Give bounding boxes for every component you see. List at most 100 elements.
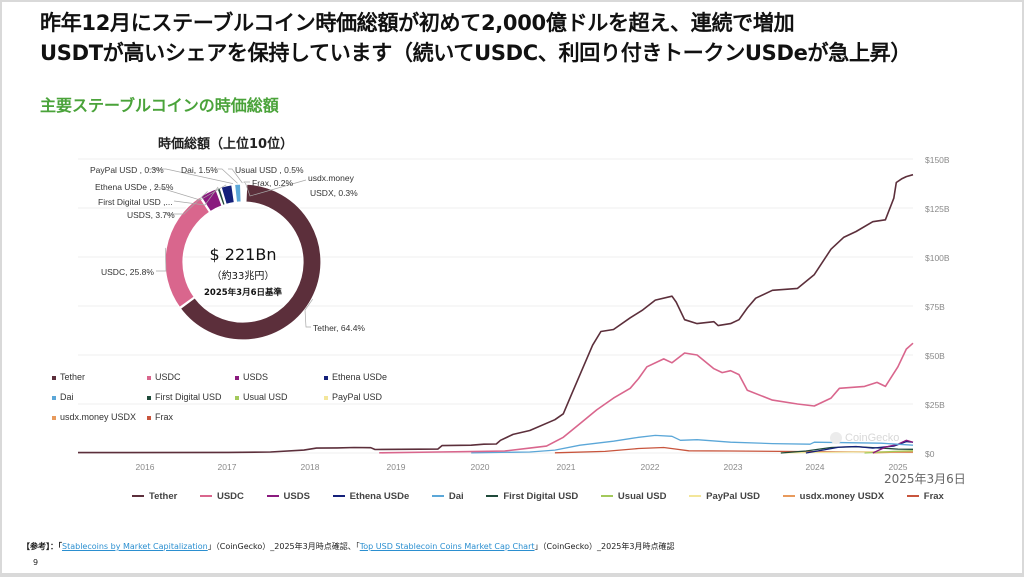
legend-line-swatch: [266, 495, 279, 498]
legend-label: usdx.money USDX: [799, 491, 885, 502]
donut-legend-item: Ethena USDe: [324, 372, 387, 382]
leader-line: [156, 247, 167, 272]
line-legend-item[interactable]: Ethena USDe: [332, 491, 410, 502]
legend-swatch: [52, 415, 56, 420]
line-legend-item[interactable]: USDC: [199, 491, 244, 502]
x-tick-label: 2016: [135, 462, 155, 472]
donut-legend-item: Usual USD: [235, 392, 288, 402]
x-tick-label: 2021: [556, 462, 576, 472]
donut-slice-first-digital-usd: [216, 186, 226, 207]
line-legend-item[interactable]: Tether: [132, 491, 177, 502]
reference-text-1: 」（CoinGecko）_2025年3月時点確認、「: [207, 542, 360, 551]
legend-label: USDC: [216, 491, 244, 502]
legend-swatch: [235, 395, 239, 400]
x-tick-label: 2020: [470, 462, 490, 472]
line-legend-item[interactable]: Dai: [431, 491, 464, 502]
donut-legend-item: Tether: [52, 372, 85, 382]
legend-line-swatch: [689, 495, 702, 498]
donut-slice-dai: [233, 183, 242, 204]
y-tick-label: $25B: [925, 400, 945, 410]
legend-swatch: [235, 375, 239, 380]
slice-label-usdx-line2: USDX, 0.3%: [310, 188, 358, 198]
reference-prefix: 【参考】：「: [22, 542, 62, 551]
donut-slice-ethena-usde: [220, 184, 236, 206]
donut-slice-frax: [243, 183, 245, 203]
legend-swatch: [324, 375, 328, 380]
donut-total-yen: （約33兆円）: [211, 271, 275, 282]
series-line-frax: [554, 446, 914, 454]
donut-slices: [164, 183, 322, 341]
leader-line: [304, 298, 313, 328]
slide-title-line2: USDTが高いシェアを保持しています（続いてUSDC、利回り付きトークンUSDe…: [40, 41, 912, 65]
donut-legend-item: USDC: [147, 372, 181, 382]
legend-label: Ethena USDe: [349, 491, 410, 502]
series-line-ethena-usde: [805, 440, 914, 454]
series-line-dai: [471, 434, 914, 454]
legend-line-swatch: [600, 495, 613, 498]
donut-legend-item: PayPal USD: [324, 392, 382, 402]
slice-label-tether: Tether, 64.4%: [313, 323, 365, 333]
x-tick-label: 2023: [723, 462, 743, 472]
line-legend-item[interactable]: First Digital USD: [486, 491, 578, 502]
legend-label: First Digital USD: [155, 392, 222, 402]
legend-label: Ethena USDe: [332, 372, 388, 382]
slice-label-usds: USDS, 3.7%: [127, 210, 175, 220]
x-tick-label: 2019: [386, 462, 406, 472]
y-tick-label: $150B: [925, 155, 950, 165]
legend-swatch: [147, 395, 151, 400]
leader-line: [243, 181, 250, 184]
line-legend-item[interactable]: PayPal USD: [689, 491, 760, 502]
slice-label-usdx-line1: usdx.money: [308, 173, 354, 183]
series-line-usdc: [379, 342, 914, 454]
coingecko-logo-icon: [830, 432, 842, 445]
section-subtitle: 主要ステーブルコインの時価総額: [40, 96, 279, 115]
y-tick-label: $100B: [925, 253, 950, 263]
slide-title: 昨年12月にステーブルコイン時価総額が初めて2,000億ドルを超え、連続で増加 …: [40, 8, 911, 68]
donut-leader-lines: [148, 168, 313, 328]
legend-label: USDS: [283, 491, 310, 502]
legend-label: Tether: [60, 372, 86, 382]
legend-swatch: [52, 395, 56, 400]
chart-date-stamp: 2025年3月6日: [884, 472, 966, 486]
donut-legend-item: usdx.money USDX: [52, 412, 136, 422]
leader-line: [228, 168, 243, 184]
legend-label: USDS: [243, 372, 269, 382]
legend-line-swatch: [332, 495, 345, 498]
watermark-text: CoinGecko: [845, 432, 900, 444]
coingecko-watermark: CoinGecko: [830, 432, 900, 445]
donut-legend-item: Dai: [52, 392, 74, 402]
x-tick-label: 2025: [888, 462, 908, 472]
leader-line: [215, 168, 238, 184]
legend-line-swatch: [486, 495, 499, 498]
x-tick-label: 2022: [640, 462, 660, 472]
series-lines: [77, 173, 914, 454]
slice-label-first-digital: First Digital USD ,...: [98, 197, 173, 207]
slice-label-dai: Dai, 1.5%: [181, 165, 218, 175]
reference-text-2: 」（CoinGecko）_2025年3月時点確認: [534, 542, 675, 551]
legend-label: Usual USD: [617, 491, 667, 502]
reference-link-1[interactable]: Stablecoins by Market Capitalization: [62, 542, 208, 551]
leader-line: [173, 186, 219, 206]
y-tick-label: $125B: [925, 204, 950, 214]
x-tick-label: 2017: [217, 462, 237, 472]
reference-link-2[interactable]: Top USD Stablecoin Coins Market Cap Char…: [359, 542, 535, 551]
donut-slice-tether: [179, 183, 322, 341]
line-legend-item[interactable]: usdx.money USDX: [782, 491, 885, 502]
donut-basis-date: 2025年3月6日基準: [204, 288, 282, 298]
leader-line: [245, 179, 307, 197]
donut-legend-item: USDS: [235, 372, 268, 382]
donut-total-amount: $ 221Bn: [209, 245, 277, 264]
line-legend-item[interactable]: USDS: [266, 491, 310, 502]
legend-line-swatch: [782, 495, 795, 498]
legend-swatch: [147, 375, 151, 380]
y-tick-label: $75B: [925, 302, 945, 312]
legend-label: Frax: [155, 412, 173, 422]
line-legend-item[interactable]: Usual USD: [600, 491, 667, 502]
legend-label: Dai: [60, 392, 74, 402]
donut-slice-usdx-money-usdx: [244, 183, 247, 203]
reference-note: 【参考】：「Stablecoins by Market Capitalizati…: [22, 541, 674, 552]
donut-legend-item: First Digital USD: [147, 392, 222, 402]
line-legend-item[interactable]: Frax: [906, 491, 944, 502]
